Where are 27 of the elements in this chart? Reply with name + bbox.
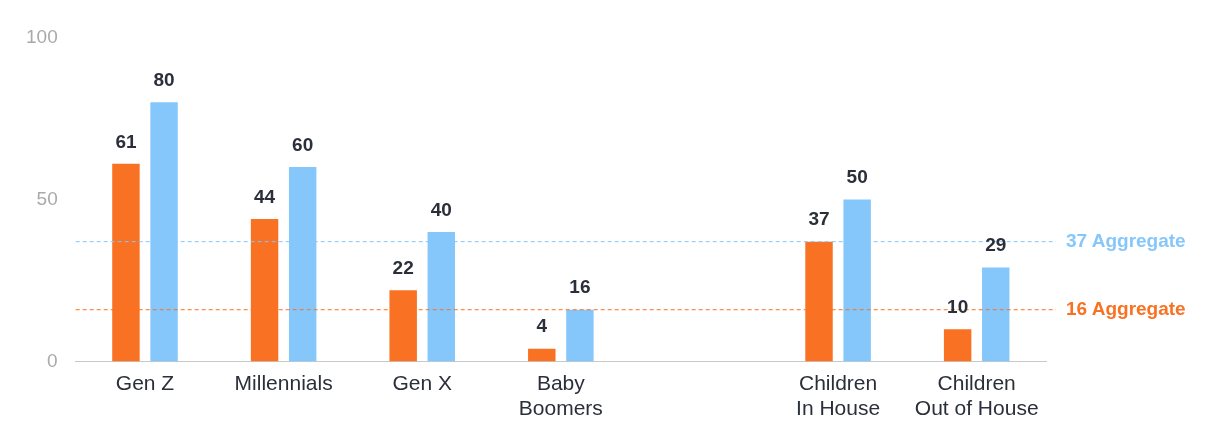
data-label: 29 — [985, 234, 1007, 256]
x-tick-label: Baby Boomers — [518, 371, 603, 420]
data-label: 16 — [569, 276, 591, 298]
x-tick-label: Gen Z — [115, 371, 175, 394]
ref-line-label: 16 Aggregate — [1066, 297, 1186, 319]
y-tick-label: 0 — [47, 349, 58, 371]
data-label: 50 — [846, 166, 868, 188]
x-tick-label: Millennials — [234, 371, 333, 394]
data-label: 22 — [392, 257, 414, 279]
y-tick-label: 100 — [26, 25, 58, 47]
bar — [943, 329, 972, 362]
data-label: 37 — [808, 208, 830, 230]
data-label: 80 — [153, 68, 175, 90]
y-tick-label: 50 — [36, 187, 58, 209]
data-label: 4 — [536, 315, 548, 337]
data-label: 10 — [947, 295, 969, 317]
data-label: 60 — [292, 133, 314, 155]
x-tick-label: Children In House — [796, 371, 881, 420]
bar — [566, 309, 594, 362]
bar — [982, 267, 1010, 362]
ref-line-label: 37 Aggregate — [1066, 229, 1186, 251]
data-label: 61 — [115, 130, 137, 152]
bar — [528, 348, 556, 362]
x-tick-label: Children Out of House — [914, 371, 1039, 420]
data-label: 40 — [430, 198, 452, 220]
x-tick-label: Gen X — [392, 371, 453, 394]
data-label: 44 — [253, 185, 276, 207]
